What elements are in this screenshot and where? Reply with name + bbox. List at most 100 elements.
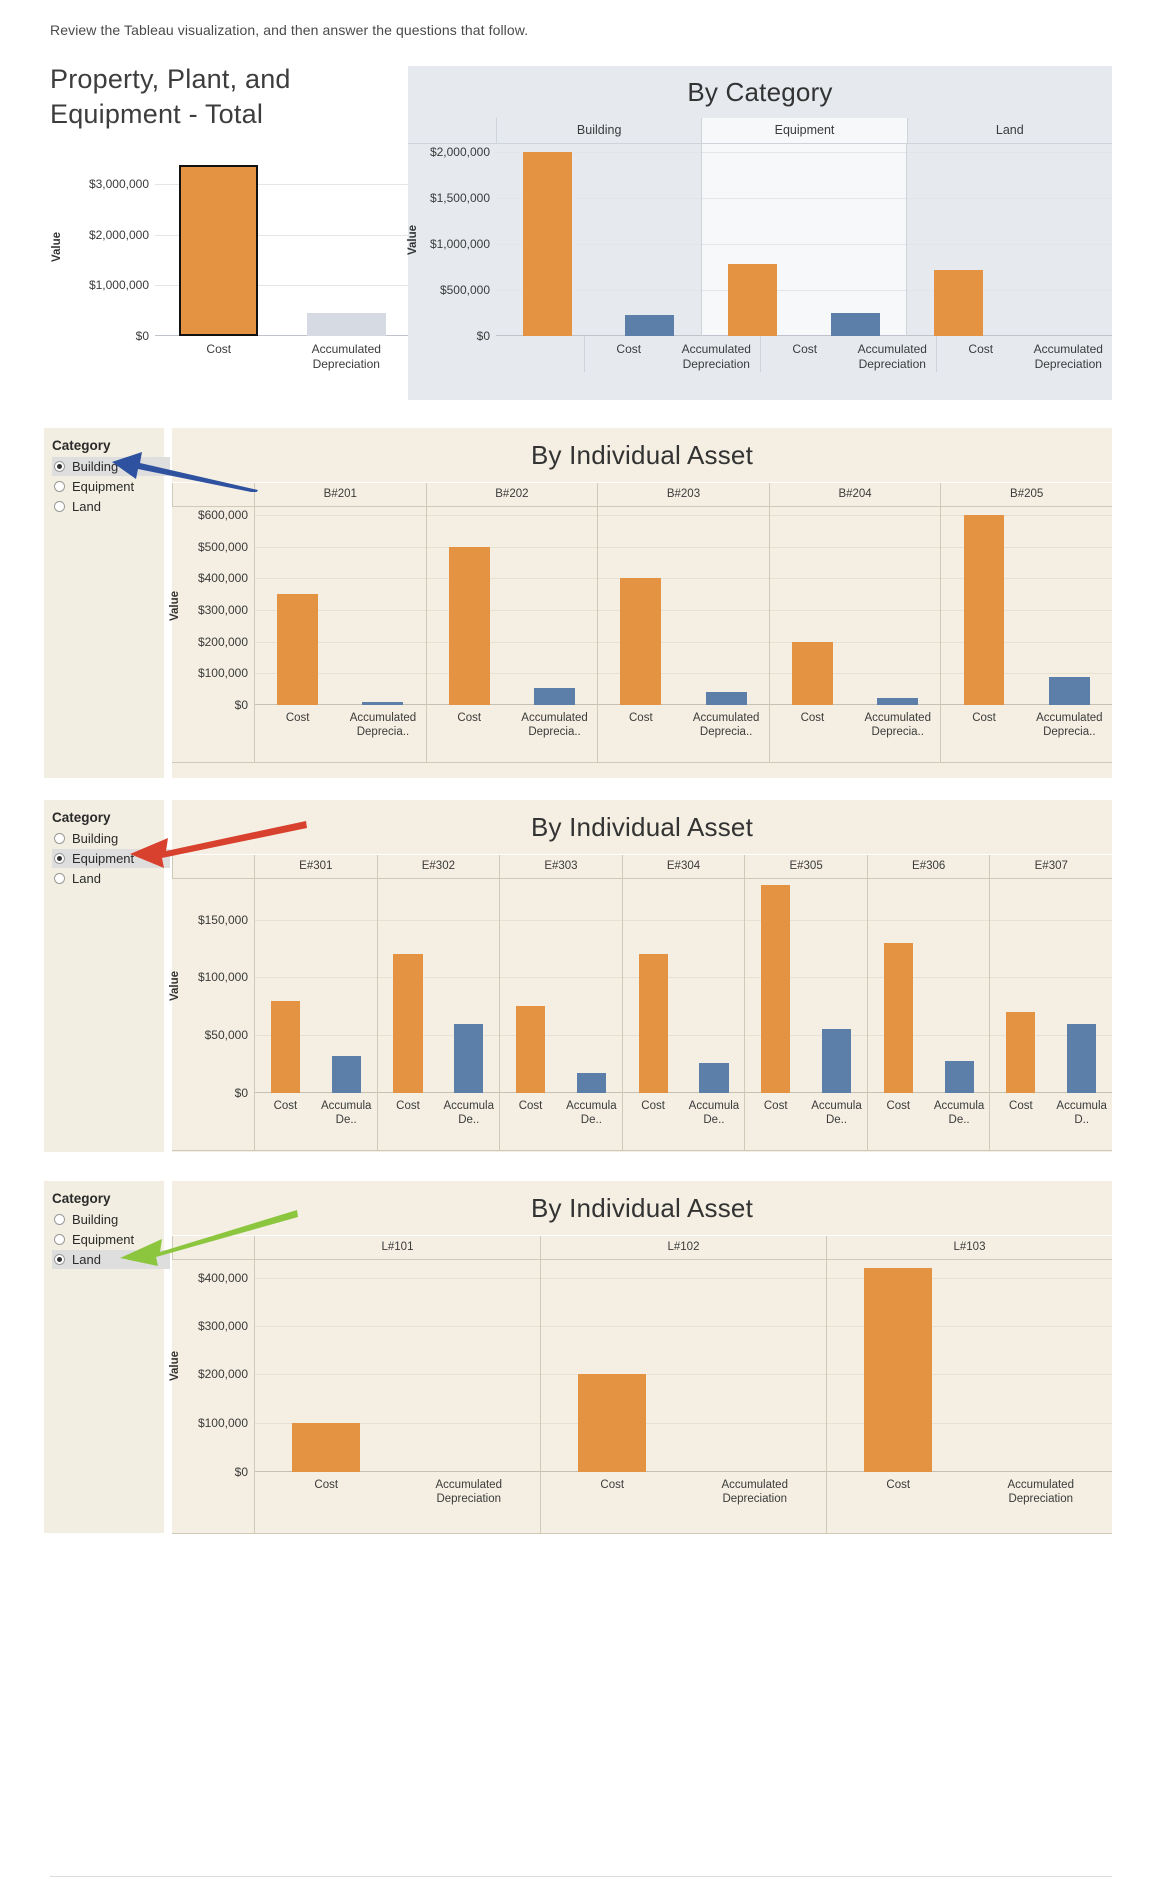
bar-l101-cost[interactable]	[292, 1423, 361, 1472]
bar-land-cost[interactable]	[933, 269, 984, 336]
asset-cell-e307	[989, 879, 1113, 1093]
asset-header-e304[interactable]: E#304	[621, 855, 745, 878]
x-label-cost: Cost	[314, 1479, 339, 1491]
asset-cell-b204	[768, 507, 941, 705]
bar-e307-cost[interactable]	[1006, 1012, 1036, 1093]
radio-label: Equipment	[72, 479, 135, 494]
radio-label: Building	[72, 1212, 119, 1227]
asset-header-e305[interactable]: E#305	[744, 855, 867, 878]
bar-total-accumulated-depreciation[interactable]	[306, 312, 386, 336]
radio-equipment[interactable]: Equipment	[52, 1230, 170, 1249]
radio-label: Building	[72, 831, 119, 846]
bar-building-cost[interactable]	[522, 151, 572, 336]
radio-equipment[interactable]: Equipment	[52, 477, 170, 496]
asset-header-l101[interactable]: L#101	[254, 1236, 540, 1259]
asset-header-b205[interactable]: B#205	[940, 483, 1112, 506]
radio-icon	[54, 873, 65, 884]
asset-header-e307[interactable]: E#307	[989, 855, 1112, 878]
x-label-accumulated-depreciation: Accumulated Deprecia..	[1036, 712, 1103, 739]
radio-land[interactable]: Land	[52, 497, 170, 516]
bar-e302-accumulated-depreciation[interactable]	[454, 1023, 484, 1093]
bar-b201-cost[interactable]	[277, 594, 319, 705]
x-label-cost: Cost	[800, 712, 825, 724]
total-x-label: Cost	[206, 342, 232, 356]
x-label-accumulated-depreciation: Accumulated Deprecia..	[692, 712, 760, 739]
bar-e307-accumulated-depreciation[interactable]	[1067, 1023, 1097, 1093]
bar-b202-cost[interactable]	[448, 546, 490, 705]
radio-building[interactable]: Building	[52, 457, 170, 476]
category-y-axis-title: Value	[407, 224, 420, 256]
bar-b201-accumulated-depreciation[interactable]	[362, 701, 404, 705]
bar-e301-cost[interactable]	[270, 1000, 300, 1093]
category-header-land[interactable]: Land	[906, 118, 1112, 143]
category-header-equipment[interactable]: Equipment	[701, 118, 907, 143]
bar-equipment-cost[interactable]	[728, 264, 778, 336]
x-label-accumulated-depreciation: Accumulated Depreciation	[1033, 342, 1103, 371]
bar-e304-accumulated-depreciation[interactable]	[699, 1063, 729, 1093]
x-label-accumulated-depreciation: Accumulated Depreciation	[435, 1479, 502, 1506]
total-chart-title: Property, Plant, and Equipment - Total	[50, 64, 291, 129]
bar-e306-accumulated-depreciation[interactable]	[944, 1060, 974, 1093]
bar-b205-cost[interactable]	[963, 514, 1005, 705]
bar-e305-accumulated-depreciation[interactable]	[821, 1029, 852, 1093]
category-y-tick: $0	[476, 329, 490, 343]
y-tick: $50,000	[204, 1028, 248, 1043]
bar-b203-accumulated-depreciation[interactable]	[705, 691, 747, 705]
x-group-e302: Cost Accumula De..	[376, 1093, 500, 1150]
bar-e305-cost[interactable]	[761, 885, 791, 1093]
building-header-row: B#201 B#202 B#203 B#204 B#205	[172, 482, 1112, 507]
building-plot-area	[254, 507, 1112, 705]
radio-building[interactable]: Building	[52, 829, 170, 848]
bar-l102-cost[interactable]	[578, 1374, 647, 1472]
asset-cell-b205	[940, 507, 1112, 705]
bar-b204-cost[interactable]	[791, 641, 833, 705]
asset-header-e301[interactable]: E#301	[254, 855, 377, 878]
asset-cell-e301	[254, 879, 377, 1093]
asset-cell-l102	[540, 1260, 826, 1472]
bar-e302-cost[interactable]	[393, 954, 423, 1093]
asset-header-e303[interactable]: E#303	[499, 855, 622, 878]
bar-equipment-accumulated-depreciation[interactable]	[830, 312, 880, 336]
by-category-title: By Category	[687, 77, 833, 107]
asset-header-e302[interactable]: E#302	[376, 855, 500, 878]
x-group-l101: Cost Accumulated Depreciation	[254, 1472, 540, 1533]
equipment-plot-area	[254, 879, 1113, 1093]
radio-equipment[interactable]: Equipment	[52, 849, 170, 868]
x-group-l103: Cost Accumulated Depreciation	[826, 1472, 1112, 1533]
bar-e304-cost[interactable]	[638, 954, 668, 1093]
bar-b204-accumulated-depreciation[interactable]	[877, 697, 919, 705]
asset-cell-e303	[499, 879, 622, 1093]
asset-header-b204[interactable]: B#204	[768, 483, 941, 506]
category-x-group-land: Cost Accumulated Depreciation	[936, 336, 1112, 372]
asset-cell-b201	[254, 507, 426, 705]
bar-b205-accumulated-depreciation[interactable]	[1048, 676, 1090, 705]
asset-header-e306[interactable]: E#306	[866, 855, 990, 878]
x-group-e305: Cost Accumula De..	[744, 1093, 867, 1150]
radio-land[interactable]: Land	[52, 869, 170, 888]
bar-building-accumulated-depreciation[interactable]	[624, 314, 675, 336]
x-label-accumulated-depreciation: Accumulated Deprecia..	[521, 712, 588, 739]
x-label-cost: Cost	[1009, 1100, 1033, 1112]
bar-total-cost[interactable]	[179, 165, 259, 336]
category-x-group-building: Cost Accumulated Depreciation	[584, 336, 760, 372]
bar-e303-cost[interactable]	[515, 1006, 546, 1093]
y-tick: $100,000	[197, 970, 248, 985]
category-header-building[interactable]: Building	[496, 118, 702, 143]
asset-header-l103[interactable]: L#103	[826, 1236, 1112, 1259]
asset-header-l102[interactable]: L#102	[540, 1236, 826, 1259]
asset-header-b203[interactable]: B#203	[597, 483, 769, 506]
bar-l103-cost[interactable]	[864, 1268, 933, 1472]
bar-e306-cost[interactable]	[883, 942, 913, 1093]
filter-title: Category	[52, 1191, 111, 1206]
bar-b202-accumulated-depreciation[interactable]	[534, 687, 575, 705]
x-label-cost: Cost	[616, 342, 642, 356]
x-label-accumulated-depreciation: Accumulated Depreciation	[857, 342, 927, 371]
radio-building[interactable]: Building	[52, 1210, 170, 1229]
asset-header-b201[interactable]: B#201	[254, 483, 426, 506]
radio-land[interactable]: Land	[52, 1250, 170, 1269]
bar-e303-accumulated-depreciation[interactable]	[576, 1073, 606, 1093]
bar-b203-cost[interactable]	[620, 578, 662, 705]
building-y-axis: Value $600,000 $500,000 $400,000 $300,00…	[169, 507, 254, 712]
asset-header-b202[interactable]: B#202	[425, 483, 598, 506]
bar-e301-accumulated-depreciation[interactable]	[331, 1055, 361, 1093]
